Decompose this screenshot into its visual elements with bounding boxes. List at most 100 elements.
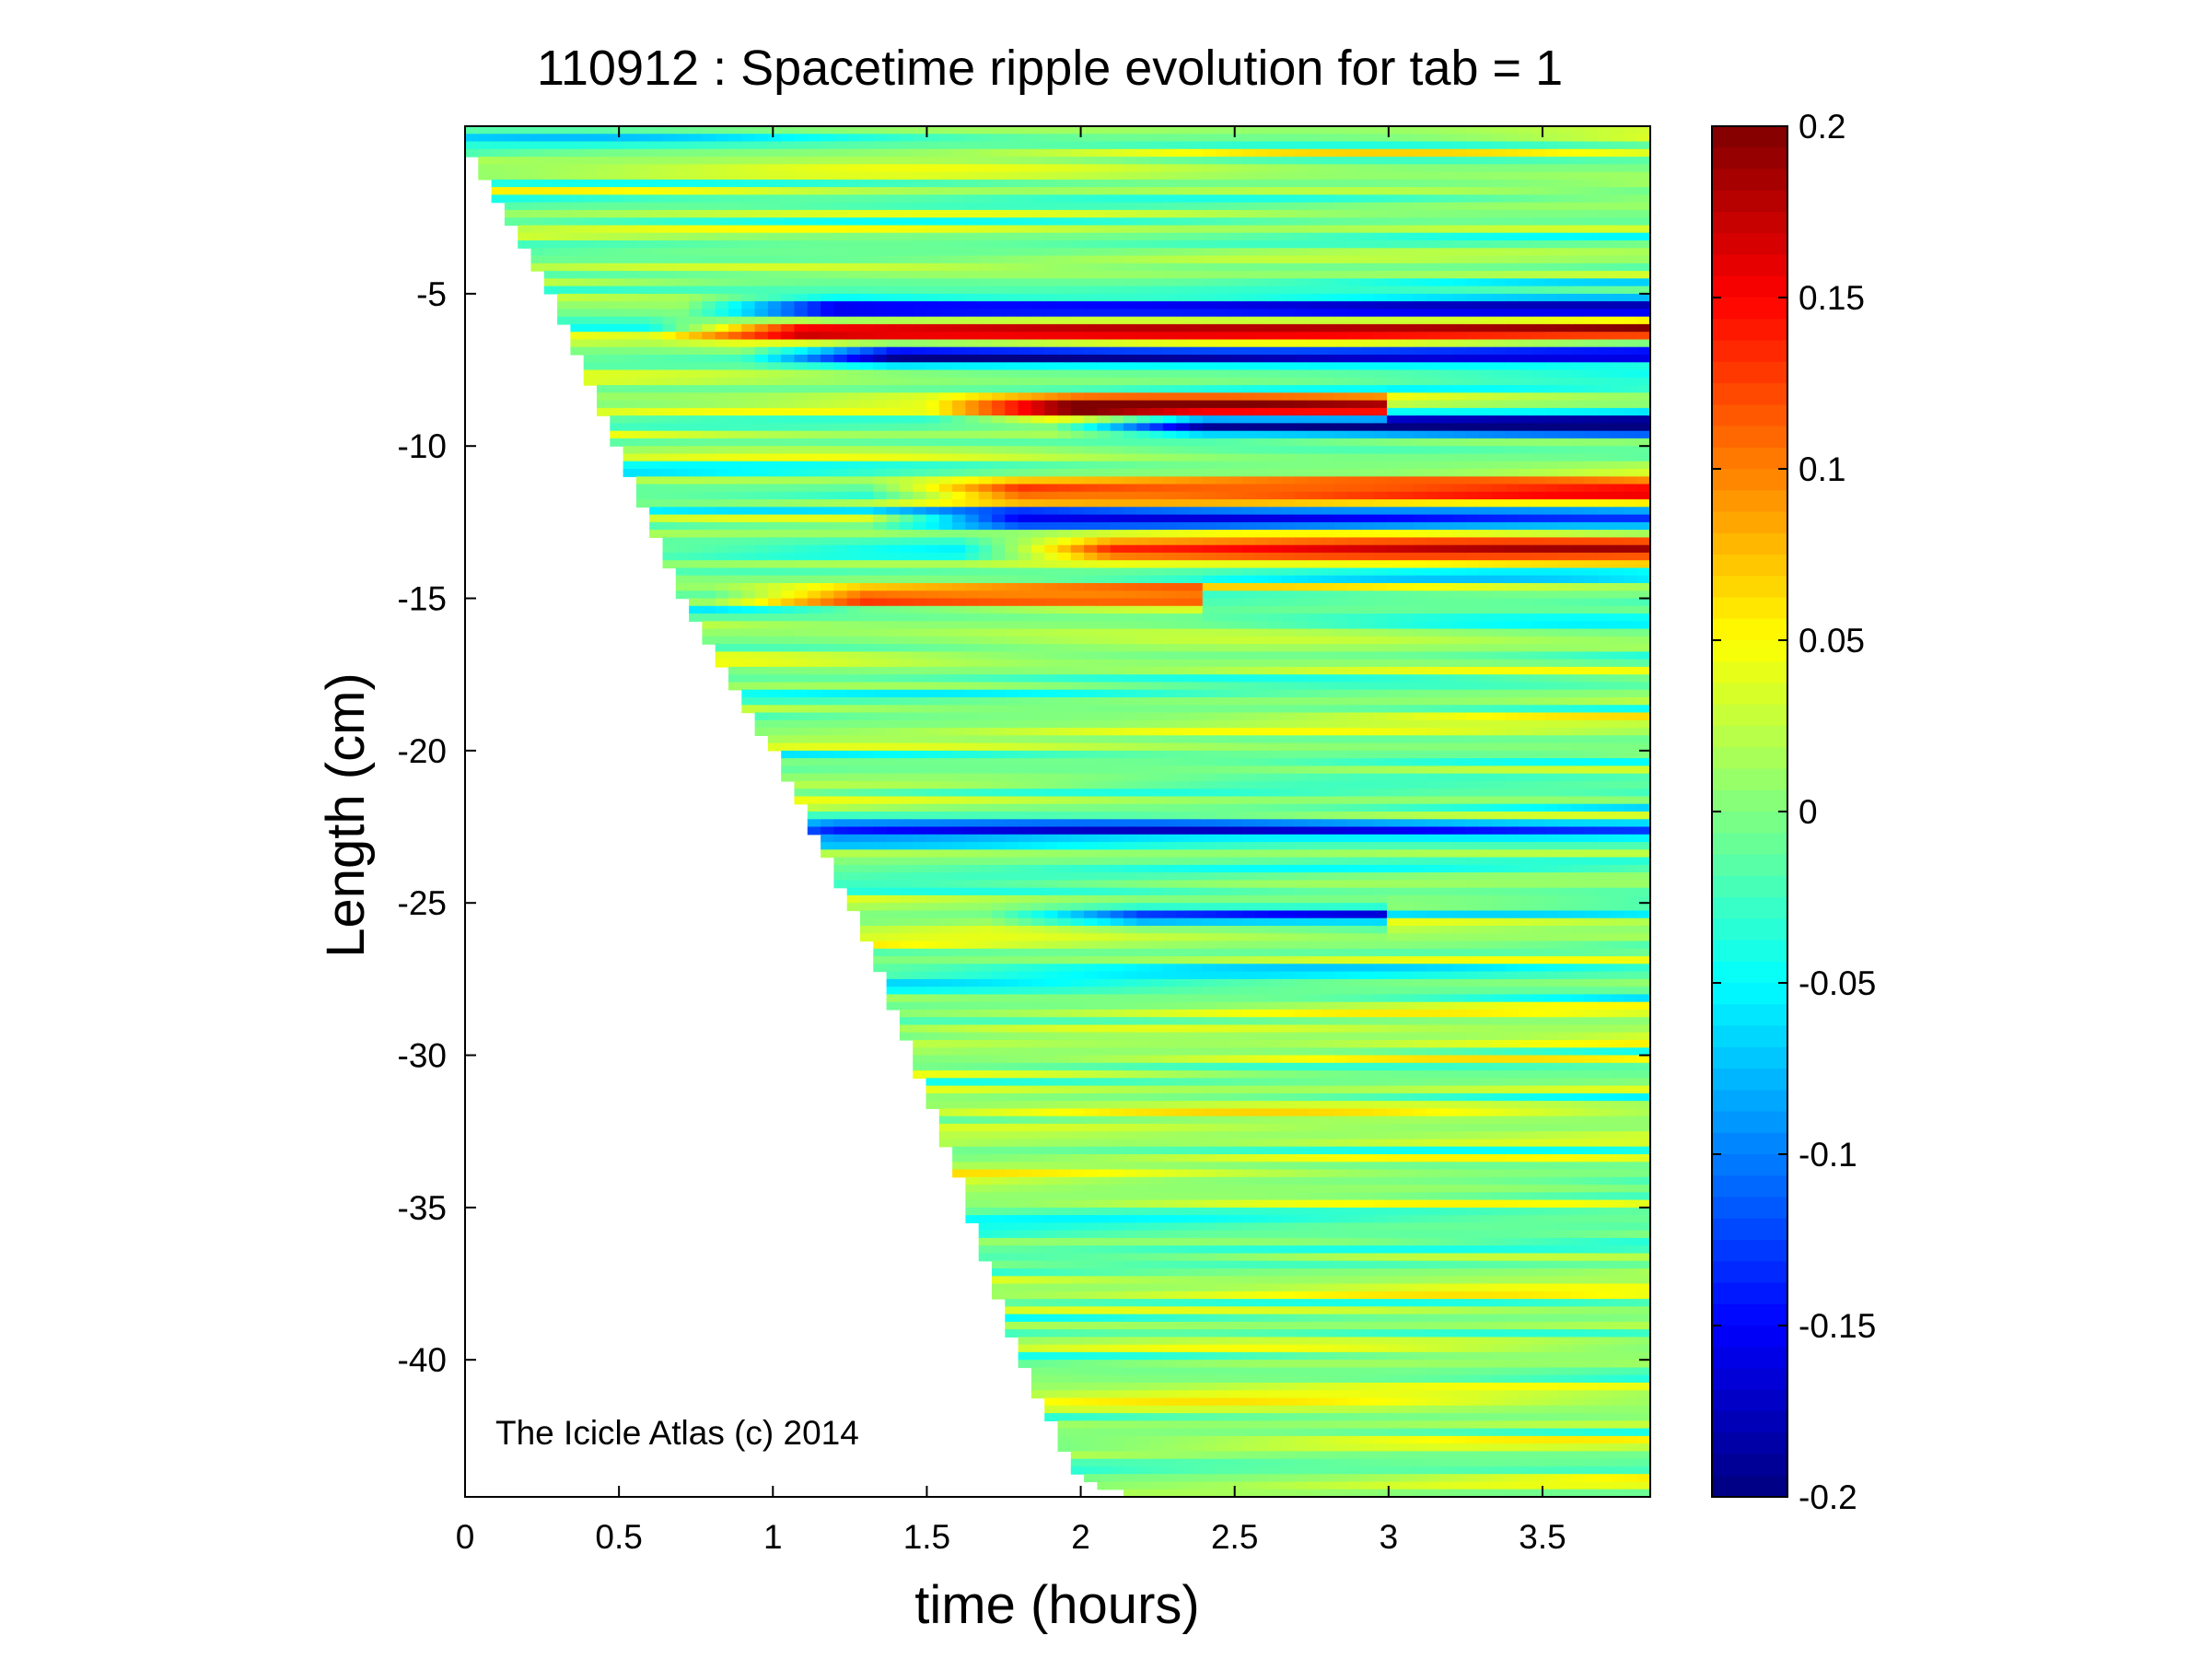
heatmap-cell (662, 194, 677, 204)
heatmap-cell (728, 407, 742, 416)
heatmap-cell (978, 948, 993, 957)
heatmap-cell (702, 323, 716, 333)
heatmap-cell (1044, 1230, 1059, 1239)
heatmap-cell (978, 674, 993, 683)
heatmap-cell (938, 179, 953, 188)
heatmap-cell (675, 141, 690, 150)
heatmap-cell (1070, 1397, 1085, 1407)
heatmap-cell (1110, 1154, 1124, 1162)
heatmap-cell (1070, 812, 1085, 820)
heatmap-cell (1110, 742, 1124, 752)
heatmap-cell (675, 346, 690, 356)
heatmap-cell (1097, 1017, 1112, 1026)
heatmap-cell (992, 583, 1006, 591)
heatmap-cell (635, 248, 650, 257)
heatmap-cell (662, 271, 677, 279)
heatmap-cell (965, 719, 980, 729)
heatmap-cell (965, 1199, 980, 1209)
heatmap-cell (1136, 651, 1151, 660)
heatmap-cell (1084, 157, 1098, 165)
heatmap-cell (873, 377, 888, 386)
heatmap-cell (965, 750, 980, 759)
heatmap-cell (610, 278, 624, 287)
heatmap-cell (1005, 469, 1019, 477)
heatmap-cell (965, 263, 980, 272)
heatmap-cell (978, 1207, 993, 1216)
heatmap-cell (1044, 1306, 1059, 1315)
heatmap-cell (1136, 1268, 1151, 1277)
heatmap-cell (728, 621, 742, 630)
heatmap-cell (978, 134, 993, 143)
heatmap-cell (530, 148, 545, 158)
heatmap-cell (978, 583, 993, 591)
heatmap-cell (860, 362, 874, 371)
heatmap-cell (833, 484, 848, 493)
heatmap-cell (1123, 217, 1137, 227)
heatmap-cell (807, 255, 821, 264)
heatmap-cell (741, 666, 756, 675)
heatmap-cell (821, 286, 834, 295)
heatmap-cell (1044, 674, 1059, 683)
heatmap-cell (1110, 1024, 1124, 1034)
heatmap-cell (821, 346, 834, 356)
heatmap-cell (833, 872, 848, 881)
heatmap-cell (1070, 1314, 1085, 1323)
heatmap-cell (938, 1009, 953, 1018)
heatmap-cell (1044, 857, 1059, 866)
heatmap-cell (913, 323, 927, 333)
heatmap-cell (702, 263, 716, 272)
heatmap-cell (1044, 636, 1059, 645)
heatmap-cell (821, 126, 834, 134)
heatmap-cell (649, 187, 664, 195)
heatmap-cell (1097, 407, 1112, 416)
heatmap-cell (965, 293, 980, 302)
heatmap-cell (715, 385, 729, 393)
heatmap-cell (1018, 1222, 1032, 1232)
heatmap-cell (938, 697, 953, 706)
heatmap-cell (689, 521, 703, 531)
heatmap-cell (1097, 157, 1112, 165)
heatmap-cell (1070, 240, 1085, 249)
heatmap-cell (1030, 742, 1045, 752)
heatmap-cell (926, 385, 940, 393)
heatmap-cell (715, 240, 729, 249)
heatmap-cell (1149, 323, 1164, 333)
heatmap-cell (1084, 1101, 1098, 1109)
heatmap-cell (1005, 1047, 1019, 1057)
heatmap-cell (689, 355, 703, 363)
heatmap-cell (1044, 1192, 1059, 1201)
heatmap-cell (1057, 880, 1072, 889)
heatmap-cell (675, 583, 690, 591)
heatmap-cell (649, 301, 664, 310)
heatmap-cell (1018, 964, 1032, 973)
heatmap-cell (741, 567, 756, 577)
heatmap-cell (978, 590, 993, 600)
heatmap-cell (1057, 987, 1072, 995)
heatmap-cell (1018, 971, 1032, 980)
heatmap-cell (781, 309, 796, 318)
heatmap-cell (1018, 499, 1032, 508)
heatmap-cell (952, 834, 966, 843)
heatmap-cell (1044, 719, 1059, 729)
heatmap-cell (846, 887, 861, 896)
heatmap-cell (794, 469, 809, 477)
heatmap-cell (570, 148, 585, 158)
heatmap-cell (1070, 842, 1085, 850)
heatmap-cell (965, 644, 980, 652)
heatmap-cell (965, 917, 980, 927)
heatmap-cell (1018, 1032, 1032, 1041)
heatmap-cell (767, 423, 782, 432)
heatmap-cell (807, 446, 821, 455)
heatmap-cell (741, 164, 756, 173)
heatmap-cell (1084, 423, 1098, 432)
heatmap-cell (1018, 948, 1032, 957)
heatmap-cell (1030, 940, 1045, 950)
heatmap-cell (689, 293, 703, 302)
heatmap-cell (992, 1001, 1006, 1011)
heatmap-cell (913, 248, 927, 257)
heatmap-cell (1044, 773, 1059, 782)
heatmap-cell (1070, 1154, 1085, 1162)
heatmap-cell (807, 826, 821, 835)
heatmap-cell (821, 499, 834, 508)
heatmap-cell (1136, 598, 1151, 607)
